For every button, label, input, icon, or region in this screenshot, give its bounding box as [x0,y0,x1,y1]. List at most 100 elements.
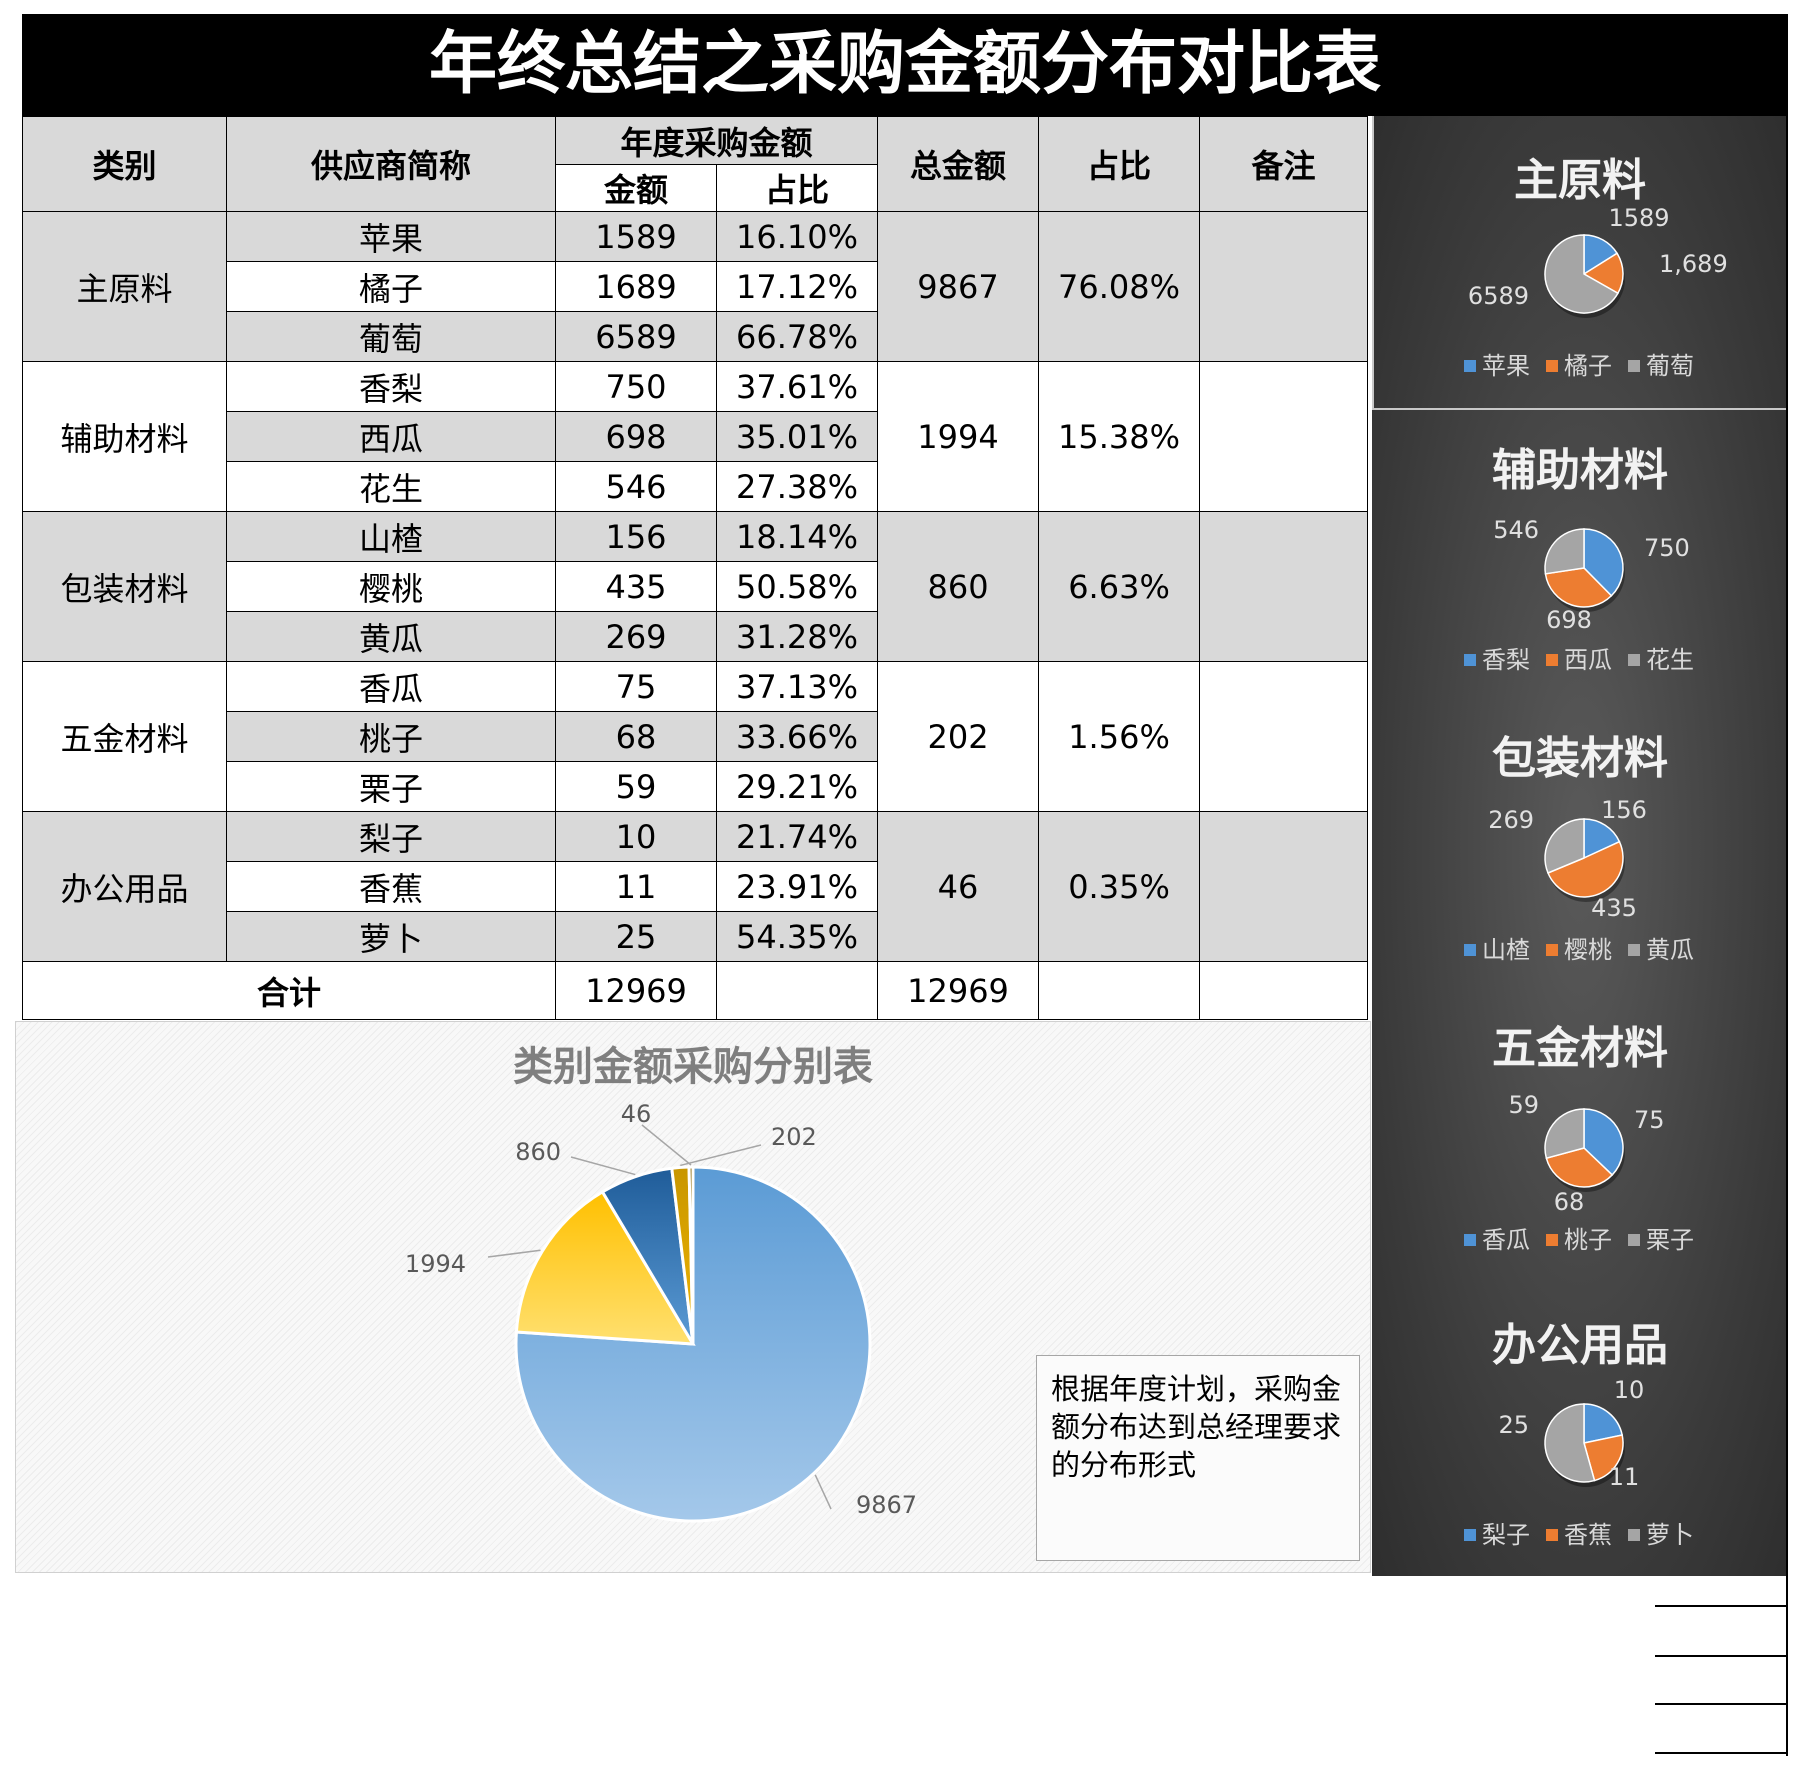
pie-slice [1547,840,1624,898]
legend-label: 樱桃 [1564,936,1612,964]
legend-swatch [1546,1234,1558,1246]
ratio-cell: 33.66% [715,711,879,762]
data-label: 6589 [1468,282,1529,310]
supplier-cell: 黄瓜 [226,611,556,662]
data-label: 46 [621,1100,652,1128]
data-label: 698 [1546,606,1592,634]
purchase-table: 类别 供应商简称 年度采购金额 总金额 占比 备注 金额 占比 主原料 苹果 1589 16.10% 9… [22,116,1369,1020]
header-share: 占比 [1038,116,1201,212]
ratio-cell: 16.10% [715,211,879,262]
supplier-cell: 花生 [226,461,556,512]
table-row: 包装材料 山楂 156 18.14% 860 6.63% [22,511,1369,662]
table-row: 萝卜 25 54.35% [23,911,1368,962]
header-ratio: 占比 [715,164,879,212]
grid-line [1655,1605,1788,1607]
pie-slice [687,1165,695,1345]
legend-label: 桃子 [1564,1226,1612,1254]
legend-label: 栗子 [1646,1226,1694,1254]
legend-label: 花生 [1646,646,1694,674]
share-cell: 1.56% [1038,661,1201,812]
amount-cell: 1689 [555,261,717,312]
supplier-cell: 山楂 [226,511,556,562]
data-label: 156 [1601,796,1647,824]
table-row: 葡萄 6589 66.78% [23,311,1368,362]
ratio-cell: 29.21% [715,761,879,812]
ratio-cell: 27.38% [715,461,879,512]
legend-swatch [1628,944,1640,956]
table-row: 香蕉 11 23.91% [23,861,1368,912]
legend-swatch [1546,654,1558,666]
legend-label: 梨子 [1482,1521,1530,1549]
total-sum: 12969 [877,961,1040,1020]
mini-chart-title: 包装材料 [1492,733,1668,784]
legend-label: 葡萄 [1646,352,1694,380]
legend-label: 黄瓜 [1646,936,1694,964]
data-label: 1589 [1608,204,1669,232]
remark-cell [1199,661,1369,812]
header-remark: 备注 [1199,116,1369,212]
legend-swatch [1628,1529,1640,1541]
supplier-cell: 西瓜 [226,411,556,462]
pie-slice [1583,1108,1624,1176]
total-cell: 9867 [877,211,1040,362]
ratio-cell: 18.14% [715,511,879,562]
data-label: 59 [1508,1091,1539,1119]
category-cell: 主原料 [22,211,227,362]
data-label: 11 [1609,1463,1640,1491]
total-label: 合计 [22,961,556,1020]
legend-swatch [1464,1234,1476,1246]
data-label: 269 [1488,806,1534,834]
legend-swatch [1546,1529,1558,1541]
total-share-empty [1038,961,1201,1020]
table-row: 辅助材料 香梨 750 37.61% 1994 15.38% [22,361,1369,512]
category-cell: 包装材料 [22,511,227,662]
table-row: 主原料 苹果 1589 16.10% 9867 76.08% [22,211,1369,362]
note-box: 根据年度计划，采购金额分布达到总经理要求的分布形式 [1036,1355,1360,1561]
header-annual: 年度采购金额 [554,116,879,165]
table-row: 花生 546 27.38% [23,461,1368,512]
legend-label: 香梨 [1482,646,1530,674]
pie-slice [1583,1403,1624,1444]
data-label: 9867 [856,1491,917,1519]
amount-cell: 59 [555,761,717,812]
amount-cell: 10 [555,811,717,862]
table-row: 橘子 1689 17.12% [23,261,1368,312]
legend-label: 香蕉 [1564,1521,1612,1549]
ratio-cell: 37.61% [715,361,879,412]
supplier-cell: 樱桃 [226,561,556,612]
pie-slice [1583,528,1624,597]
grid-line [1655,1655,1788,1657]
ratio-cell: 23.91% [715,861,879,912]
pie-slice [1582,252,1624,295]
category-cell: 办公用品 [22,811,227,962]
supplier-cell: 萝卜 [226,911,556,962]
ratio-cell: 66.78% [715,311,879,362]
category-cell: 辅助材料 [22,361,227,512]
table-row: 西瓜 698 35.01% [23,411,1368,462]
page-title: 年终总结之采购金额分布对比表 [22,14,1788,116]
amount-cell: 6589 [555,311,717,362]
total-cell: 860 [877,511,1040,662]
share-cell: 6.63% [1038,511,1201,662]
pie-slice [1544,818,1585,874]
table-row: 五金材料 香瓜 75 37.13% 202 1.56% [22,661,1369,812]
remark-cell [1199,361,1369,512]
amount-cell: 698 [555,411,717,462]
mini-pie-chart: 包装材料 156 435 269 山楂 樱桃 黄瓜 [1372,700,1788,990]
total-cell: 202 [877,661,1040,812]
legend-swatch [1546,944,1558,956]
ratio-cell: 37.13% [715,661,879,712]
pie-slice [1544,234,1619,314]
legend-swatch [1546,360,1558,372]
legend-swatch [1464,944,1476,956]
supplier-cell: 香蕉 [226,861,556,912]
mini-chart-title: 五金材料 [1492,1023,1668,1074]
ratio-cell: 50.58% [715,561,879,612]
total-cell: 46 [877,811,1040,962]
share-cell: 15.38% [1038,361,1201,512]
supplier-cell: 梨子 [226,811,556,862]
leader-line [641,1124,692,1166]
data-label: 1,689 [1659,250,1728,278]
supplier-cell: 栗子 [226,761,556,812]
mini-chart-title: 辅助材料 [1492,445,1668,496]
